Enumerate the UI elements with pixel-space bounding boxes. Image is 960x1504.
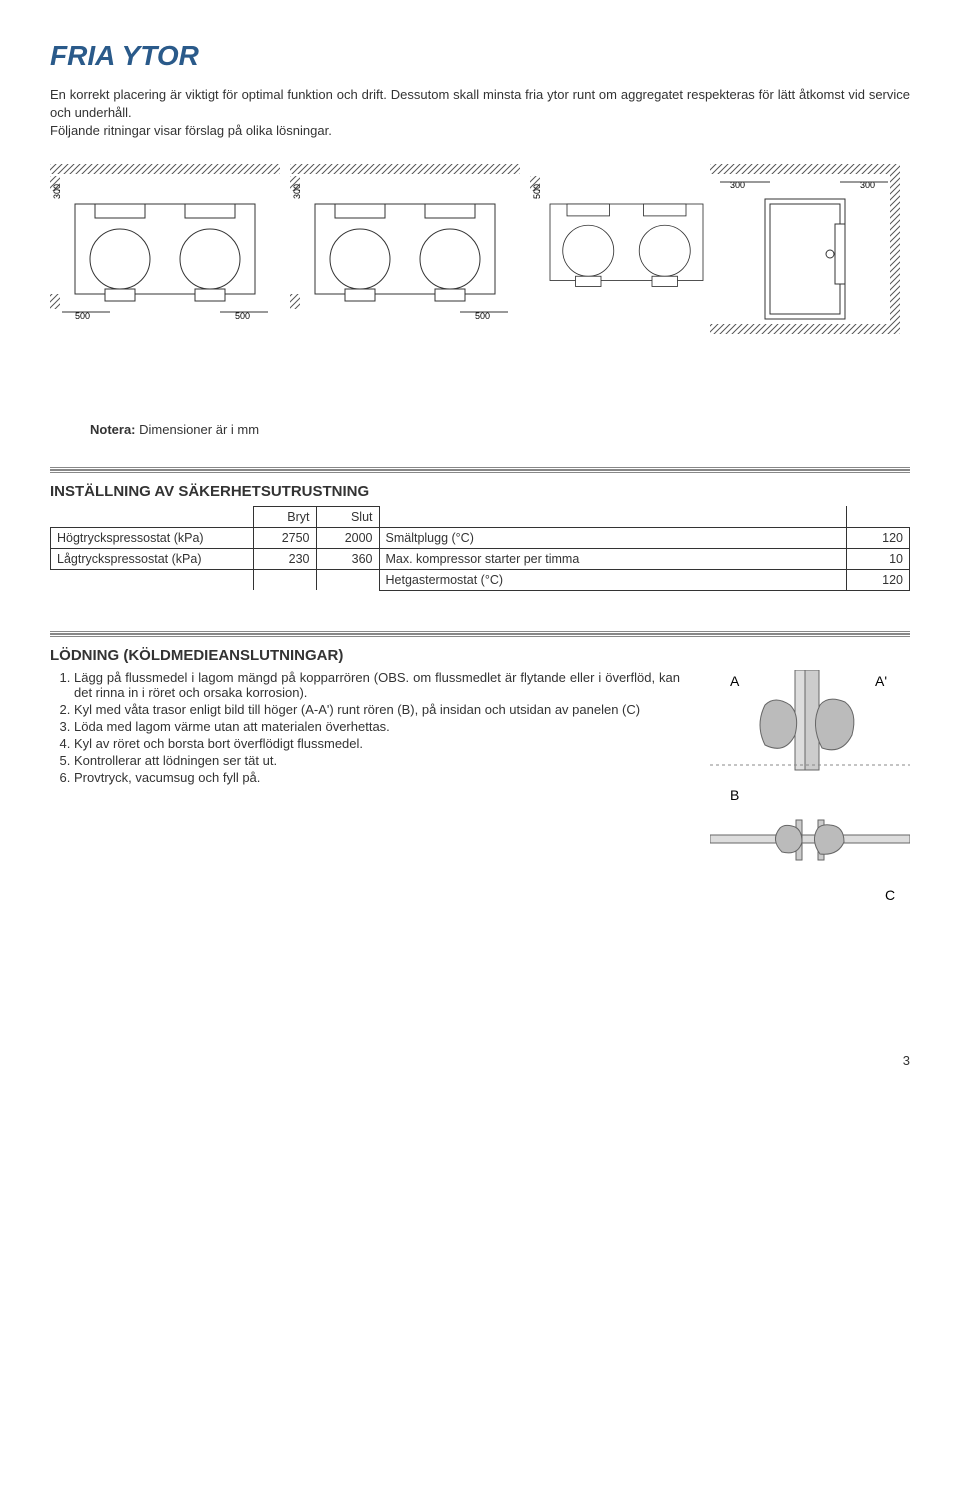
svg-text:300: 300 — [292, 184, 302, 199]
list-item: Löda med lagom värme utan att materialen… — [74, 719, 680, 734]
list-item: Kontrollerar att lödningen ser tät ut. — [74, 753, 680, 768]
intro-text: En korrekt placering är viktigt för opti… — [50, 86, 910, 141]
svg-text:A: A — [730, 673, 740, 689]
settings-heading: INSTÄLLNING AV SÄKERHETSUTRUSTNING — [50, 483, 910, 500]
col-slut: Slut — [316, 506, 379, 527]
lodning-heading: LÖDNING (KÖLDMEDIEANSLUTNINGAR) — [50, 647, 910, 664]
dimension-note: Notera: Dimensioner är i mm — [90, 422, 910, 437]
note-label: Notera: — [90, 422, 136, 437]
settings-table: Bryt Slut Högtryckspressostat (kPa) 2750… — [50, 506, 910, 591]
lodning-list: Lägg på flussmedel i lagom mängd på kopp… — [50, 670, 680, 787]
svg-text:B: B — [730, 787, 739, 803]
list-item: Provtryck, vacumsug och fyll på. — [74, 770, 680, 785]
table-row: Högtryckspressostat (kPa) 2750 2000 Smäl… — [51, 527, 910, 548]
col-bryt: Bryt — [253, 506, 316, 527]
clearance-diagrams: 300 500 500 300 500 500 300 300 — [50, 159, 910, 392]
note-text: Dimensioner är i mm — [136, 422, 260, 437]
table-row: Hetgastermostat (°C) 120 — [51, 569, 910, 590]
list-item: Kyl av röret och borsta bort överflödigt… — [74, 736, 680, 751]
section-divider — [50, 467, 910, 473]
svg-text:300: 300 — [52, 184, 62, 199]
page-title: FRIA YTOR — [50, 40, 910, 72]
list-item: Kyl med våta trasor enligt bild till hög… — [74, 702, 680, 717]
svg-text:A': A' — [875, 673, 887, 689]
svg-text:C: C — [885, 887, 895, 903]
table-row: Lågtryckspressostat (kPa) 230 360 Max. k… — [51, 548, 910, 569]
section-divider — [50, 631, 910, 637]
brazing-figure: A A' B C — [710, 670, 910, 933]
list-item: Lägg på flussmedel i lagom mängd på kopp… — [74, 670, 680, 700]
svg-text:500: 500 — [532, 184, 542, 199]
page-number: 3 — [50, 1053, 910, 1068]
